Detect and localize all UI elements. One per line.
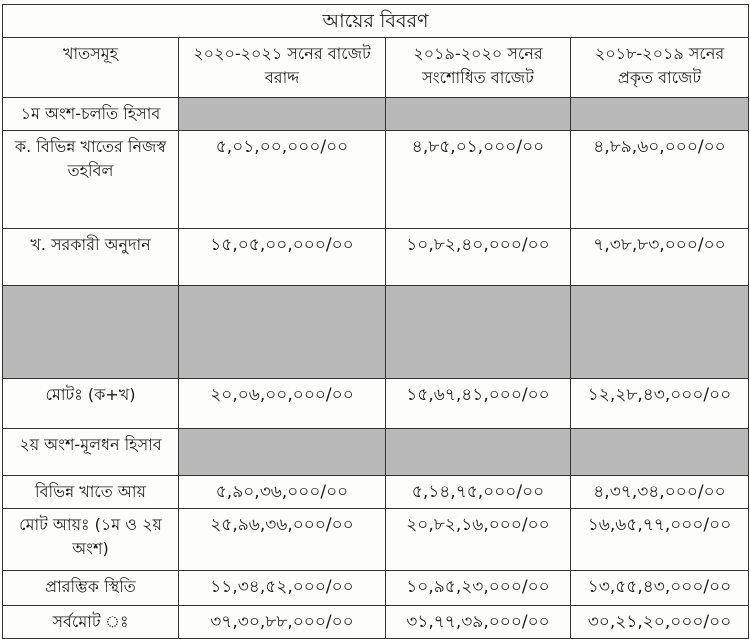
- value-cell: [569, 428, 750, 476]
- value-cell: ৭,৩৮,৮৩,০০০/০০: [569, 228, 750, 286]
- table-row: ক. বিভিন্ন খাতের নিজস্ব তহবিল ৫,০১,০০,০০০…: [2, 130, 750, 229]
- value-cell: [385, 285, 571, 379]
- value-cell: ৪,৮৯,৬০,০০০/০০: [569, 130, 750, 229]
- table-row: মোট আয়ঃ (১ম ও ২য় অংশ) ২৫,৯৬,৩৬,০০০/০০ ২০…: [2, 508, 750, 571]
- value-cell: [569, 97, 750, 131]
- table-row: ২য় অংশ-মূলধন হিসাব: [2, 428, 750, 476]
- value-cell: ৪,৮৫,০১,০০০/০০: [385, 130, 571, 229]
- value-cell: [178, 428, 386, 476]
- row-label: মোটঃ (ক+খ): [2, 378, 179, 429]
- value-cell: ১১,৩৪,৫২,০০০/০০: [178, 570, 386, 606]
- value-cell: ১৬,৬৫,৭৭,০০০/০০: [569, 508, 750, 571]
- row-label: প্রারম্ভিক স্থিতি: [2, 570, 179, 606]
- value-cell: [385, 97, 571, 131]
- row-label: সর্বমোট ঃ: [2, 605, 179, 639]
- value-cell: ১০,৯৫,২৩,০০০/০০: [385, 570, 571, 606]
- row-label: খ. সরকারী অনুদান: [2, 228, 179, 286]
- row-label: মোট আয়ঃ (১ম ও ২য় অংশ): [2, 508, 179, 571]
- value-cell: ৩০,২১,২০,০০০/০০: [569, 605, 750, 639]
- row-label: ১ম অংশ-চলতি হিসাব: [2, 97, 179, 131]
- value-cell: ১৫,০৫,০০,০০০/০০: [178, 228, 386, 286]
- table-row: খ. সরকারী অনুদান ১৫,০৫,০০,০০০/০০ ১০,৮২,৪০,…: [2, 228, 750, 286]
- header-2020-2021: ২০২০-২০২১ সনের বাজেট বরাদ্দ: [178, 37, 386, 98]
- table-row: সর্বমোট ঃ ৩৭,৩০,৮৮,০০০/০০ ৩১,৭৭,৩৯,০০০/০০ ৩…: [2, 605, 750, 639]
- header-2019-2020: ২০১৯-২০২০ সনের সংশোধিত বাজেট: [385, 37, 571, 98]
- value-cell: ২৫,৯৬,৩৬,০০০/০০: [178, 508, 386, 571]
- value-cell: ১০,৮২,৪০,০০০/০০: [385, 228, 571, 286]
- value-cell: ৫,৯০,৩৬,০০০/০০: [178, 475, 386, 509]
- value-cell: ৫,০১,০০,০০০/০০: [178, 130, 386, 229]
- table-row: ১ম অংশ-চলতি হিসাব: [2, 97, 750, 131]
- value-cell: ২০,৮২,১৬,০০০/০০: [385, 508, 571, 571]
- value-cell: ৩১,৭৭,৩৯,০০০/০০: [385, 605, 571, 639]
- value-cell: ১৩,৫৫,৪৩,০০০/০০: [569, 570, 750, 606]
- value-cell: [385, 428, 571, 476]
- header-category: খাতসমূহ: [2, 37, 179, 98]
- row-label: ২য় অংশ-মূলধন হিসাব: [2, 428, 179, 476]
- header-2018-2019: ২০১৮-২০১৯ সনের প্রকৃত বাজেট: [569, 37, 750, 98]
- value-cell: ১২,২৮,৪৩,০০০/০০: [569, 378, 750, 429]
- value-cell: ২০,০৬,০০,০০০/০০: [178, 378, 386, 429]
- value-cell: [178, 97, 386, 131]
- row-label: ক. বিভিন্ন খাতের নিজস্ব তহবিল: [2, 130, 179, 229]
- value-cell: ৫,১৪,৭৫,০০০/০০: [385, 475, 571, 509]
- table-title: আয়ের বিবরণ: [1, 4, 750, 38]
- value-cell: ১৫,৬৭,৪১,০০০/০০: [385, 378, 571, 429]
- table-row: বিভিন্ন খাতে আয় ৫,৯০,৩৬,০০০/০০ ৫,১৪,৭৫,০০…: [2, 475, 750, 509]
- income-statement-table: আয়ের বিবরণ খাতসমূহ ২০২০-২০২১ সনের বাজেট…: [1, 4, 750, 639]
- row-label: বিভিন্ন খাতে আয়: [2, 475, 179, 509]
- table-row: [2, 285, 750, 379]
- value-cell: [178, 285, 386, 379]
- value-cell: ৪,৩৭,৩৪,০০০/০০: [569, 475, 750, 509]
- value-cell: [569, 285, 750, 379]
- value-cell: ৩৭,৩০,৮৮,০০০/০০: [178, 605, 386, 639]
- row-label: [2, 285, 179, 379]
- table-row: প্রারম্ভিক স্থিতি ১১,৩৪,৫২,০০০/০০ ১০,৯৫,২৩…: [2, 570, 750, 606]
- table-row: মোটঃ (ক+খ) ২০,০৬,০০,০০০/০০ ১৫,৬৭,৪১,০০০/০০…: [2, 378, 750, 429]
